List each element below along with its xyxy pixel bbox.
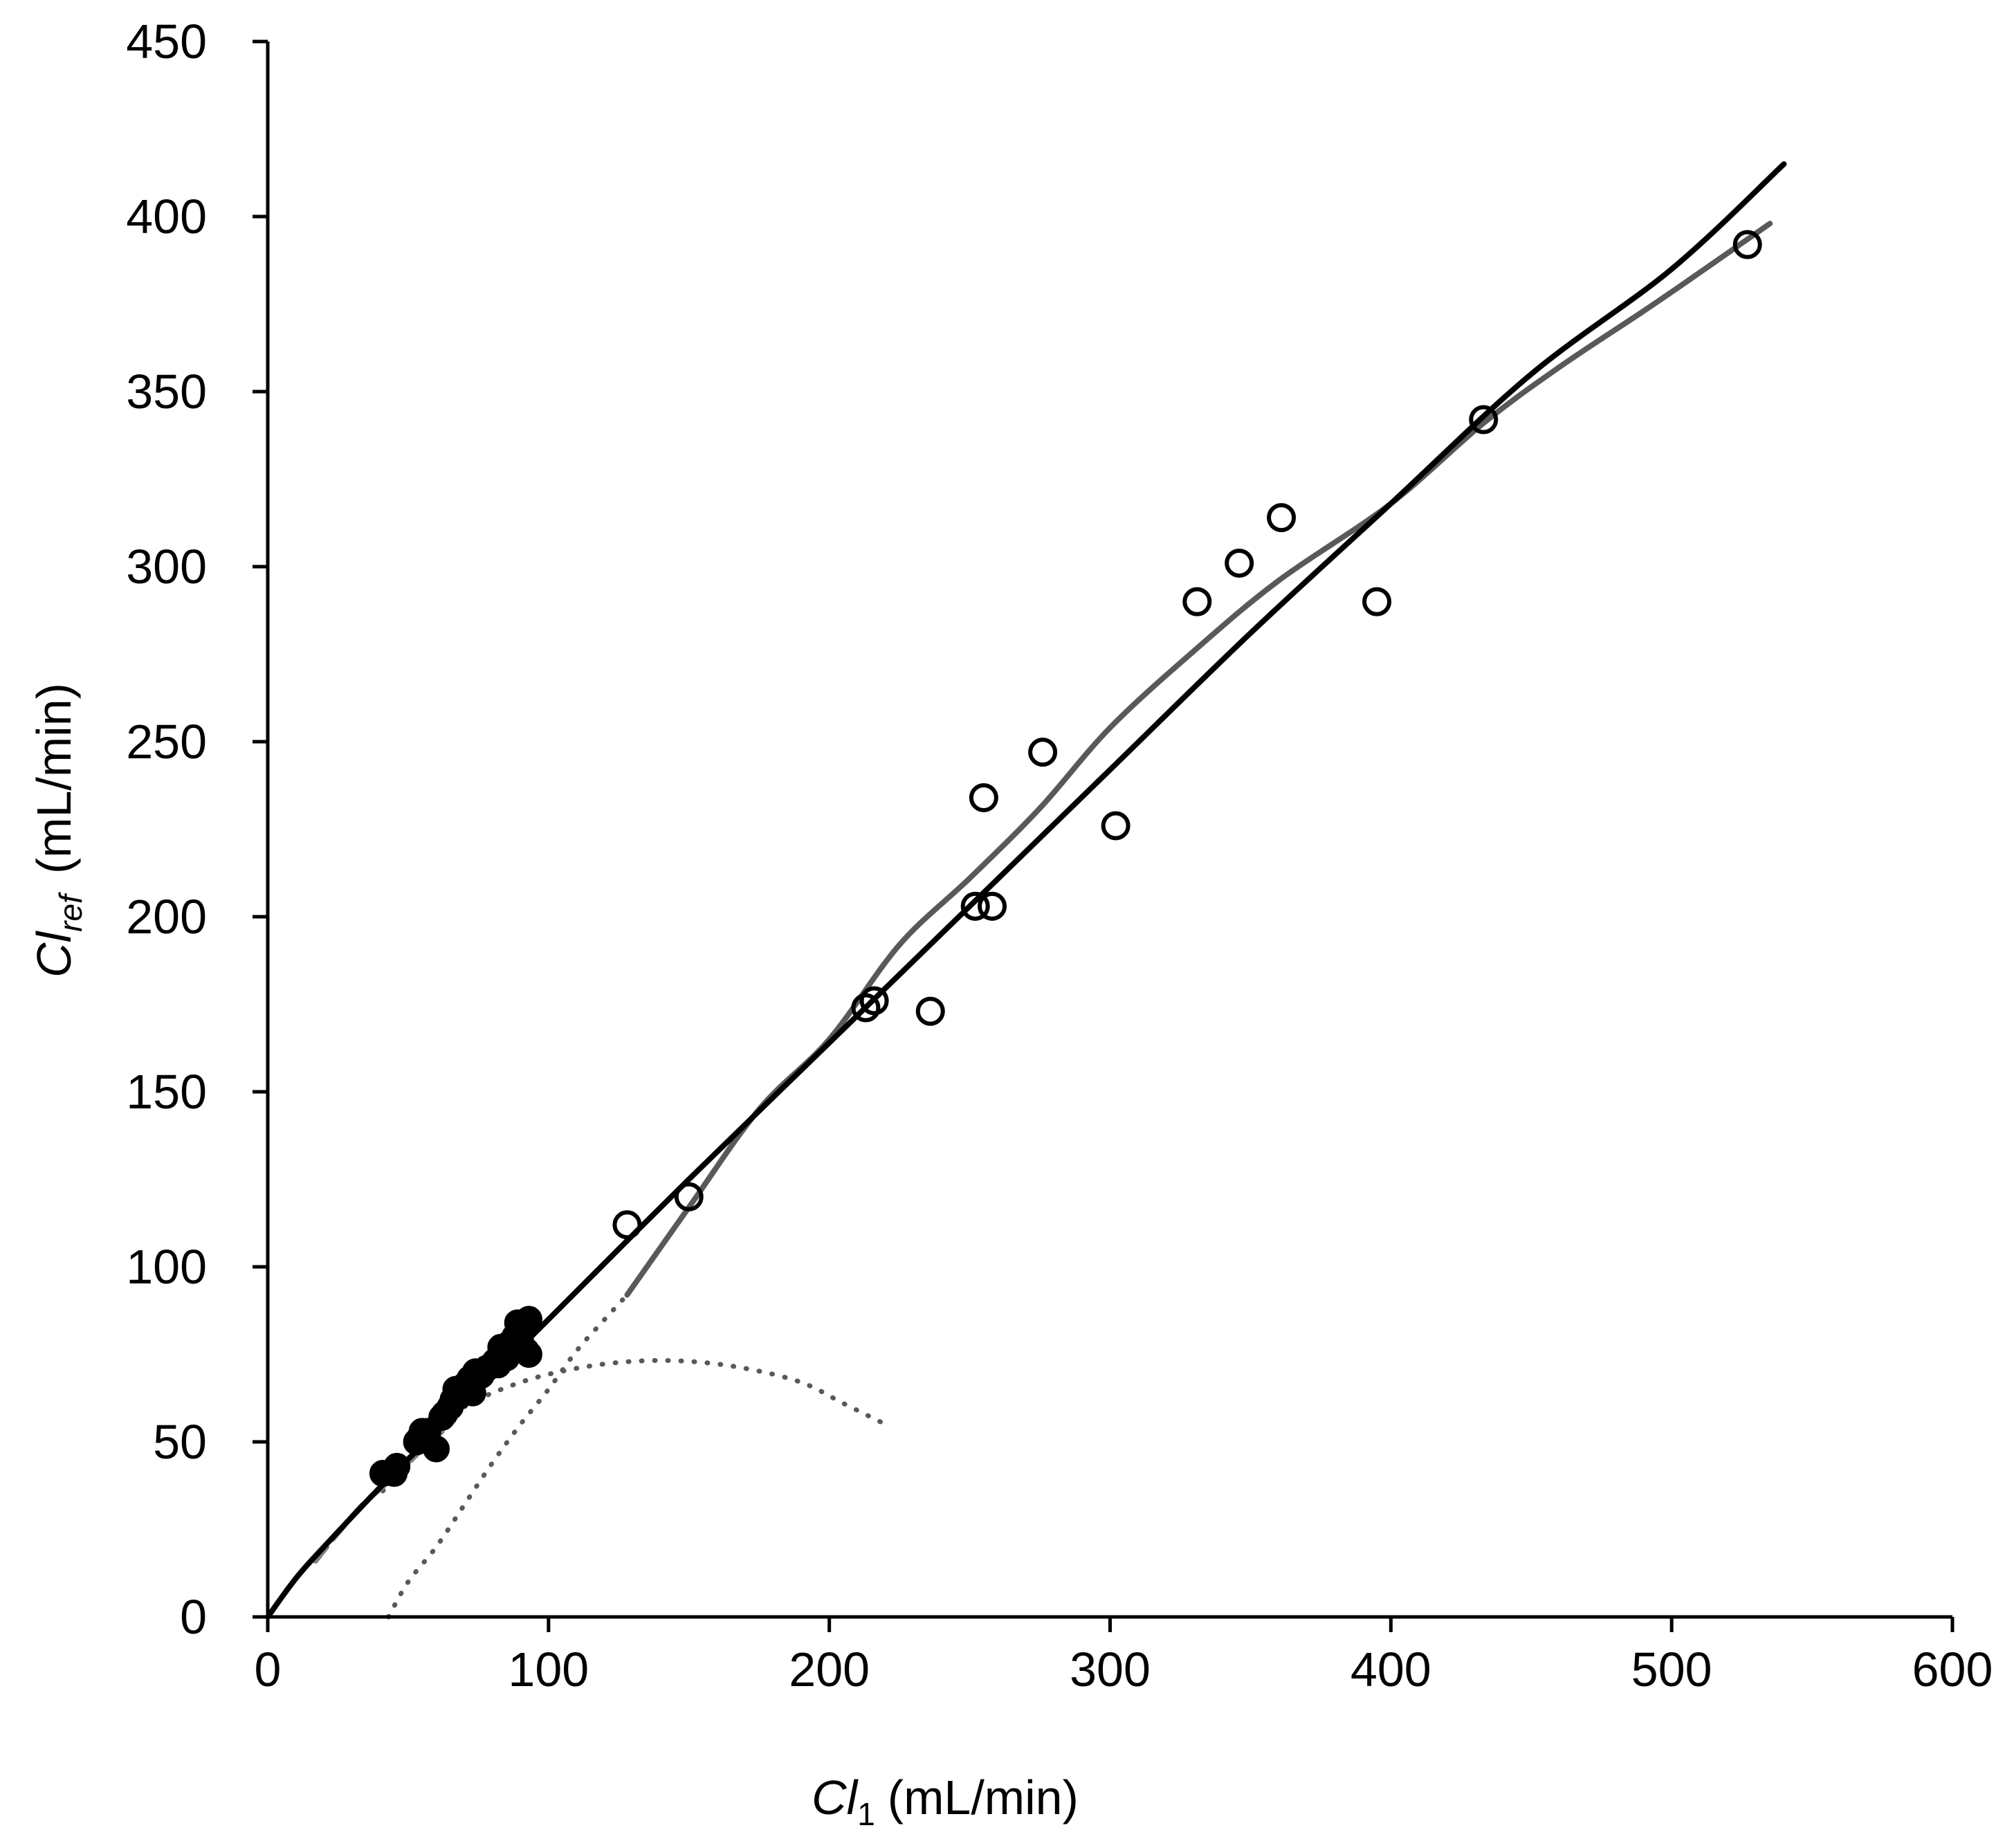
y-tick-label: 100 [126, 1240, 207, 1294]
x-tick-label: 100 [508, 1643, 589, 1696]
y-tick-label: 450 [126, 15, 207, 68]
x-axis-title: Cl1 (mL/min) [812, 1771, 1079, 1832]
filled-data-point [515, 1306, 542, 1333]
open-data-point [1362, 587, 1392, 616]
open-data-point [674, 1182, 704, 1211]
x-tick-label: 300 [1070, 1643, 1151, 1696]
y-tick-label: 250 [126, 715, 207, 769]
x-axis-title-subscript: 1 [857, 1796, 875, 1832]
open-data-point [612, 1210, 642, 1240]
x-tick-label: 400 [1351, 1643, 1431, 1696]
open-data-point [1732, 230, 1762, 259]
open-data-point [1267, 503, 1297, 533]
filled-data-point [423, 1435, 450, 1463]
open-data-point [851, 993, 881, 1023]
open-data-point [1101, 811, 1130, 841]
x-tick-label: 200 [789, 1643, 870, 1696]
plot-area [265, 161, 1787, 1620]
y-tick-label: 300 [126, 540, 207, 594]
series-line-dotted-curve-a [380, 1357, 888, 1494]
open-data-point [978, 891, 1007, 921]
open-data-point [960, 891, 990, 921]
series-line-dotted-curve-b [386, 1292, 630, 1620]
x-tick-label: 500 [1631, 1643, 1712, 1696]
open-data-point [969, 783, 998, 812]
y-tick-label: 0 [180, 1590, 207, 1644]
y-tick-label: 200 [126, 890, 207, 944]
open-data-point [1469, 405, 1499, 434]
open-data-point [915, 996, 945, 1026]
y-axis-title: Clref (mL/min) [27, 683, 89, 978]
open-data-point [859, 986, 889, 1016]
x-tick-label: 600 [1912, 1643, 1993, 1696]
y-tick-label: 400 [126, 190, 207, 244]
y-axis-title-unit: (mL/min) [27, 683, 81, 874]
y-tick-label: 50 [153, 1415, 207, 1469]
ticks: 0 100 200 300 400 500 600 0 50 100 150 200 250 300 350… [126, 15, 1993, 1696]
y-tick-label: 150 [126, 1065, 207, 1119]
open-data-point [1225, 548, 1254, 578]
x-tick-label: 0 [255, 1643, 282, 1696]
open-data-point [1028, 738, 1058, 767]
x-axis-title-unit: (mL/min) [888, 1771, 1079, 1824]
series-line-linear-fit-black [265, 161, 1787, 1620]
filled-data-point [383, 1452, 411, 1480]
series-line-curve-fit-grey [624, 221, 1773, 1298]
filled-data-point [515, 1341, 542, 1368]
y-axis-title-variable: Cl [27, 930, 81, 978]
x-axis-title-variable: Cl [812, 1771, 859, 1824]
y-axis-title-subscript: ref [53, 892, 89, 932]
y-tick-label: 350 [126, 365, 207, 419]
open-data-point [1182, 587, 1212, 616]
